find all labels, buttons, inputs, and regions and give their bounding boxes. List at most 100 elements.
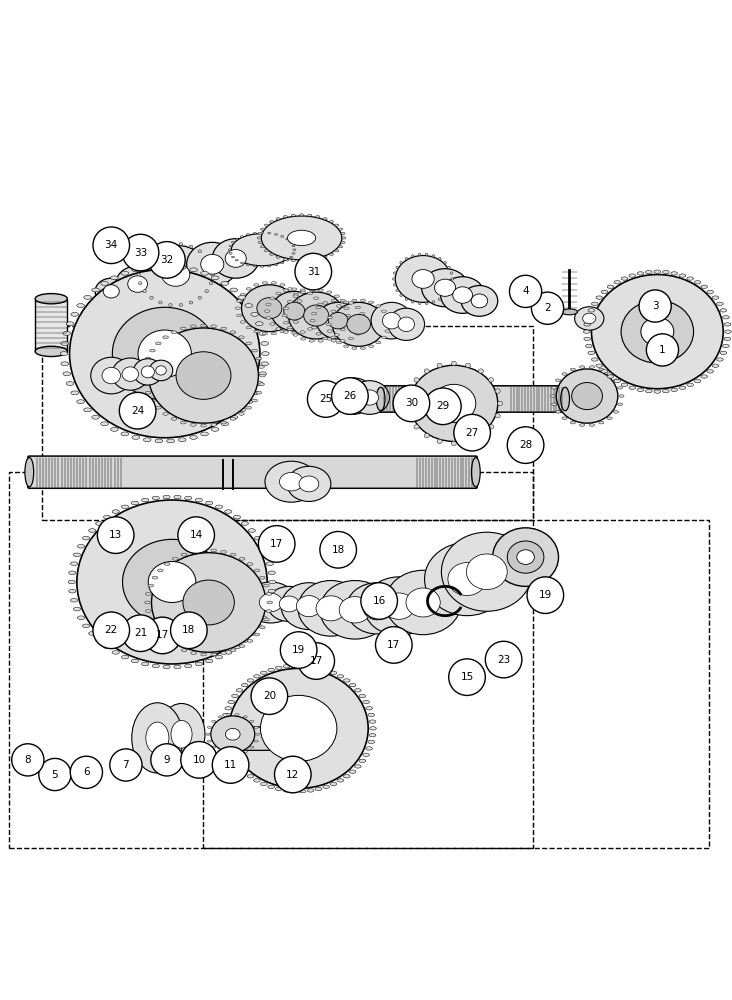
Ellipse shape bbox=[209, 264, 213, 267]
Ellipse shape bbox=[131, 659, 138, 663]
Ellipse shape bbox=[596, 296, 602, 299]
Circle shape bbox=[507, 427, 544, 463]
Ellipse shape bbox=[327, 330, 332, 332]
Ellipse shape bbox=[613, 411, 619, 413]
Ellipse shape bbox=[551, 387, 556, 389]
Ellipse shape bbox=[149, 399, 155, 402]
Ellipse shape bbox=[259, 544, 266, 548]
Ellipse shape bbox=[264, 618, 269, 621]
Ellipse shape bbox=[326, 323, 331, 326]
Ellipse shape bbox=[248, 632, 255, 635]
Ellipse shape bbox=[71, 312, 78, 316]
Ellipse shape bbox=[143, 383, 149, 386]
Text: 17: 17 bbox=[387, 640, 400, 650]
Ellipse shape bbox=[283, 216, 288, 218]
Ellipse shape bbox=[223, 740, 229, 744]
Ellipse shape bbox=[495, 414, 500, 418]
Ellipse shape bbox=[205, 290, 209, 293]
Ellipse shape bbox=[103, 645, 111, 649]
Ellipse shape bbox=[712, 364, 719, 367]
Ellipse shape bbox=[256, 357, 261, 360]
Ellipse shape bbox=[271, 291, 318, 331]
Ellipse shape bbox=[285, 259, 289, 261]
Ellipse shape bbox=[259, 332, 266, 335]
Ellipse shape bbox=[646, 389, 652, 393]
Ellipse shape bbox=[341, 232, 345, 235]
Ellipse shape bbox=[70, 562, 78, 565]
Ellipse shape bbox=[294, 293, 299, 296]
Ellipse shape bbox=[586, 316, 592, 319]
Ellipse shape bbox=[451, 441, 457, 446]
Ellipse shape bbox=[323, 218, 327, 220]
Ellipse shape bbox=[396, 289, 399, 292]
Ellipse shape bbox=[143, 290, 146, 293]
Ellipse shape bbox=[209, 282, 213, 285]
Ellipse shape bbox=[601, 290, 608, 294]
Ellipse shape bbox=[272, 282, 277, 284]
Ellipse shape bbox=[235, 753, 239, 755]
Ellipse shape bbox=[103, 515, 111, 519]
Ellipse shape bbox=[251, 312, 258, 316]
Ellipse shape bbox=[591, 275, 723, 389]
Ellipse shape bbox=[256, 391, 261, 394]
Ellipse shape bbox=[247, 264, 250, 266]
Ellipse shape bbox=[205, 256, 209, 259]
Ellipse shape bbox=[260, 576, 265, 579]
Ellipse shape bbox=[264, 584, 269, 587]
Ellipse shape bbox=[596, 364, 602, 367]
Ellipse shape bbox=[231, 759, 239, 762]
Ellipse shape bbox=[83, 295, 92, 299]
Ellipse shape bbox=[157, 633, 163, 636]
Ellipse shape bbox=[341, 241, 345, 244]
Ellipse shape bbox=[405, 401, 410, 406]
Ellipse shape bbox=[201, 653, 206, 656]
Ellipse shape bbox=[386, 323, 391, 326]
Text: 34: 34 bbox=[105, 240, 118, 250]
Ellipse shape bbox=[330, 671, 337, 674]
Ellipse shape bbox=[414, 378, 419, 382]
Ellipse shape bbox=[584, 323, 591, 326]
Ellipse shape bbox=[283, 789, 290, 792]
FancyBboxPatch shape bbox=[28, 456, 477, 488]
Ellipse shape bbox=[228, 700, 234, 704]
Ellipse shape bbox=[168, 304, 172, 306]
Ellipse shape bbox=[229, 245, 232, 247]
Ellipse shape bbox=[283, 665, 290, 668]
Ellipse shape bbox=[253, 265, 256, 267]
Ellipse shape bbox=[720, 309, 727, 312]
Ellipse shape bbox=[299, 476, 318, 492]
Ellipse shape bbox=[361, 319, 366, 322]
Ellipse shape bbox=[35, 346, 67, 357]
Ellipse shape bbox=[589, 366, 594, 368]
Ellipse shape bbox=[335, 334, 340, 336]
Circle shape bbox=[425, 388, 461, 425]
Ellipse shape bbox=[221, 282, 228, 285]
Ellipse shape bbox=[127, 276, 147, 292]
Ellipse shape bbox=[261, 246, 264, 248]
Ellipse shape bbox=[78, 616, 85, 619]
Text: 11: 11 bbox=[224, 760, 237, 770]
Ellipse shape bbox=[299, 214, 304, 216]
Ellipse shape bbox=[240, 321, 245, 323]
Ellipse shape bbox=[158, 703, 205, 765]
Ellipse shape bbox=[376, 387, 385, 411]
Ellipse shape bbox=[287, 300, 292, 303]
Ellipse shape bbox=[280, 236, 284, 237]
Ellipse shape bbox=[102, 367, 121, 384]
Ellipse shape bbox=[335, 224, 339, 226]
Circle shape bbox=[454, 414, 490, 451]
Ellipse shape bbox=[301, 338, 306, 340]
Ellipse shape bbox=[283, 331, 288, 333]
Ellipse shape bbox=[291, 288, 297, 290]
Ellipse shape bbox=[591, 358, 598, 361]
Ellipse shape bbox=[288, 230, 315, 246]
Ellipse shape bbox=[425, 302, 428, 305]
Ellipse shape bbox=[337, 305, 342, 307]
Ellipse shape bbox=[339, 597, 371, 623]
Ellipse shape bbox=[332, 302, 385, 346]
Text: 1: 1 bbox=[659, 345, 666, 355]
Ellipse shape bbox=[280, 472, 303, 491]
Ellipse shape bbox=[221, 327, 226, 330]
Ellipse shape bbox=[191, 550, 196, 553]
Ellipse shape bbox=[662, 389, 669, 393]
